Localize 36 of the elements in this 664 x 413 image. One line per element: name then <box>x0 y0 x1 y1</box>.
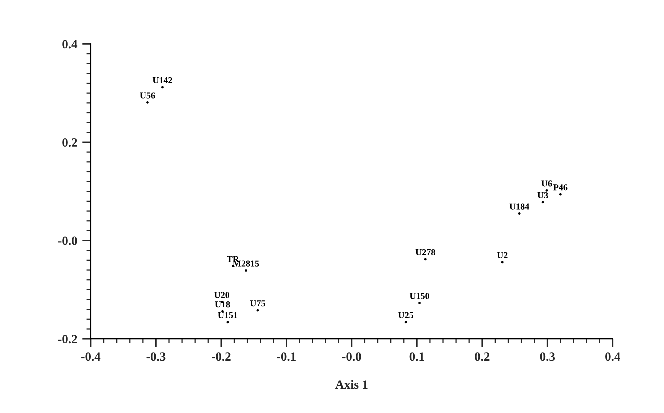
point <box>404 321 408 324</box>
x-tick-label: 0.4 <box>606 352 620 362</box>
data-label: U151 <box>218 312 238 318</box>
point <box>424 258 427 261</box>
data-label: U20 <box>214 292 230 298</box>
data-label: U142 <box>152 77 172 84</box>
data-label: P46 <box>554 184 568 191</box>
x-tick-label: -0.1 <box>277 352 296 362</box>
data-label: U278 <box>416 249 436 256</box>
x-tick-label: 0.2 <box>475 352 490 362</box>
data-label: U25 <box>398 312 414 318</box>
point <box>546 189 548 192</box>
data-label: TR <box>227 256 240 262</box>
data-label: U2 <box>497 252 508 258</box>
y-tick-label: 0.4 <box>62 40 78 49</box>
data-label: U150 <box>410 293 430 300</box>
data-label: U75 <box>250 300 266 307</box>
x-tick-label: -0.4 <box>82 352 101 362</box>
x-tick-label: -0.2 <box>212 352 231 362</box>
data-label: U3 <box>538 192 548 199</box>
y-tick-label: -0.0 <box>58 236 78 246</box>
y-tick-label: 0.2 <box>62 138 78 147</box>
data-label: U56 <box>140 92 156 99</box>
point <box>559 193 562 196</box>
data-label: U184 <box>510 204 530 210</box>
x-tick-label: -0.3 <box>146 352 166 362</box>
x-tick-label: -0.0 <box>342 352 362 362</box>
x-axis-title: Axis 1 <box>336 380 368 390</box>
point <box>501 261 504 264</box>
data-label: U18 <box>215 302 230 308</box>
y-tick-label: -0.2 <box>58 335 78 344</box>
data-label: M2815 <box>233 260 260 267</box>
x-tick-label: 0.1 <box>410 352 424 362</box>
x-tick-label: 0.3 <box>540 352 556 362</box>
data-label: U6 <box>542 180 552 187</box>
point <box>226 321 230 324</box>
